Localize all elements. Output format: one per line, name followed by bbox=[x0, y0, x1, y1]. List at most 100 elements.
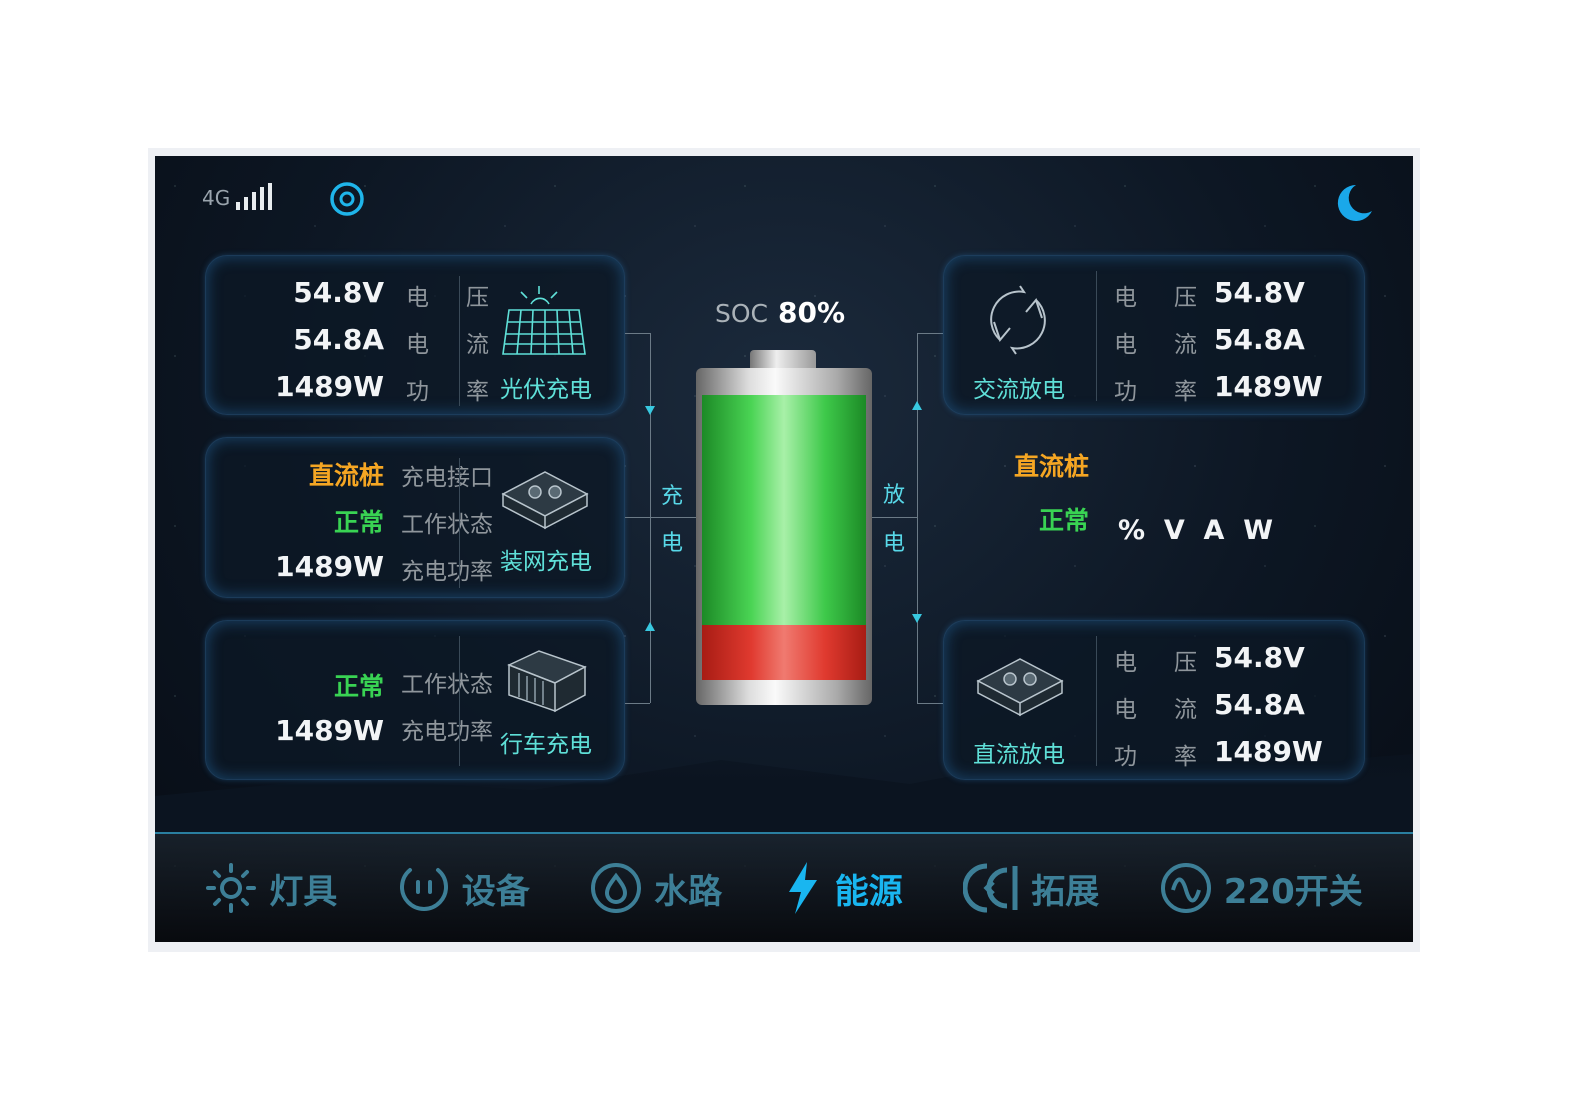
current-label: 流 bbox=[1174, 697, 1197, 723]
solar-panel-icon bbox=[502, 286, 586, 355]
dc-pile-status: 正常 bbox=[1038, 506, 1089, 535]
ac-discharge-panel[interactable]: 交流放电 电 压 54.8V 电 流 54.8A 功 率 1489W bbox=[943, 255, 1365, 415]
soc-value: 80% bbox=[778, 296, 846, 329]
panel-title: 交流放电 bbox=[973, 377, 1065, 403]
signal-icon bbox=[236, 183, 273, 210]
power-label: 率 bbox=[1174, 379, 1197, 405]
nav-label: 设备 bbox=[461, 871, 530, 912]
nav-label: 水路 bbox=[654, 871, 723, 912]
battery-icon bbox=[696, 350, 872, 705]
current-label: 流 bbox=[1174, 332, 1197, 358]
nav-devices[interactable]: 设备 bbox=[398, 862, 530, 914]
panel-title: 光伏充电 bbox=[500, 377, 592, 403]
nav-label: 能源 bbox=[834, 871, 903, 912]
nav-label: 拓展 bbox=[1031, 871, 1100, 912]
connector-line bbox=[650, 333, 651, 703]
nav-label: 220开关 bbox=[1223, 871, 1363, 912]
voltage-value: 54.8V bbox=[1214, 641, 1305, 674]
ac-wave-icon bbox=[1160, 863, 1211, 913]
nav-lights[interactable]: 灯具 bbox=[205, 862, 337, 914]
charger-box-icon bbox=[501, 471, 589, 530]
charge-label: 电 bbox=[661, 531, 684, 556]
dc-discharge-panel[interactable]: 直流放电 电 压 54.8V 电 流 54.8A 功 率 1489W bbox=[943, 620, 1365, 780]
nav-220-switch[interactable]: 220开关 bbox=[1160, 862, 1363, 914]
connector-line bbox=[917, 333, 943, 334]
voltage-label: 电 bbox=[406, 285, 429, 311]
soc-readout: SOC 80% bbox=[715, 296, 845, 329]
connector-line bbox=[625, 703, 650, 704]
current-label: 电 bbox=[1114, 332, 1137, 358]
voltage-label: 电 bbox=[1114, 285, 1137, 311]
voltage-label: 压 bbox=[466, 285, 489, 311]
power-label: 充电功率 bbox=[401, 719, 493, 745]
driving-charge-panel[interactable]: 正常 工作状态 1489W 充电功率 行车充电 bbox=[205, 620, 625, 780]
water-drop-icon bbox=[591, 863, 642, 913]
arrow-down-icon bbox=[645, 406, 655, 415]
arrow-up-icon bbox=[912, 401, 922, 410]
power-label: 率 bbox=[466, 379, 489, 405]
bottom-nav: 灯具 设备 水路 能源 拓展 220开关 bbox=[155, 832, 1413, 942]
current-value: 54.8A bbox=[1214, 323, 1305, 356]
voltage-label: 压 bbox=[1174, 285, 1197, 311]
status-value: 正常 bbox=[333, 672, 384, 701]
divider bbox=[1096, 636, 1097, 766]
discharge-label: 电 bbox=[883, 531, 906, 556]
nav-expand[interactable]: 拓展 bbox=[963, 862, 1099, 914]
current-value: 54.8A bbox=[1214, 688, 1305, 721]
dc-pile-label: 直流桩 bbox=[1013, 452, 1089, 481]
panel-title: 装网充电 bbox=[500, 549, 592, 575]
connector-line bbox=[625, 517, 696, 518]
divider bbox=[459, 276, 460, 406]
power-value: 1489W bbox=[275, 714, 384, 747]
current-label: 流 bbox=[466, 332, 489, 358]
battery-low-zone bbox=[702, 625, 866, 680]
panel-title: 行车充电 bbox=[500, 732, 592, 758]
connector-line bbox=[872, 517, 918, 518]
voltage-label: 电 bbox=[1114, 650, 1137, 676]
charge-label: 充 bbox=[661, 484, 684, 509]
power-label: 功 bbox=[406, 379, 429, 405]
power-label: 功 bbox=[1114, 744, 1137, 770]
sun-icon bbox=[206, 863, 257, 913]
nav-label: 灯具 bbox=[269, 871, 338, 912]
current-value: 54.8A bbox=[293, 323, 384, 356]
battery-charge-fill bbox=[702, 395, 866, 625]
voltage-label: 压 bbox=[1174, 650, 1197, 676]
panel-title: 直流放电 bbox=[973, 742, 1065, 768]
status-label: 工作状态 bbox=[401, 672, 493, 698]
voltage-value: 54.8V bbox=[293, 276, 384, 309]
power-value: 1489W bbox=[275, 370, 384, 403]
current-label: 电 bbox=[406, 332, 429, 358]
alternator-icon bbox=[507, 650, 587, 713]
interface-label: 充电接口 bbox=[401, 465, 493, 491]
connector-line bbox=[625, 333, 650, 334]
power-value: 1489W bbox=[1214, 370, 1323, 403]
power-socket-icon bbox=[399, 868, 448, 911]
status-value: 正常 bbox=[333, 508, 384, 537]
power-label: 充电功率 bbox=[401, 559, 493, 585]
current-label: 电 bbox=[1114, 697, 1137, 723]
power-value: 1489W bbox=[275, 550, 384, 583]
moon-icon[interactable] bbox=[1330, 181, 1374, 225]
dc-pile-units: % V A W bbox=[1118, 515, 1274, 546]
power-label: 功 bbox=[1114, 379, 1137, 405]
soc-label: SOC bbox=[715, 299, 769, 328]
divider bbox=[1096, 271, 1097, 401]
power-label: 率 bbox=[1174, 744, 1197, 770]
battery-cap bbox=[750, 350, 816, 370]
nav-water[interactable]: 水路 bbox=[590, 862, 722, 914]
solar-charge-panel[interactable]: 54.8V 电 压 54.8A 电 流 1489W 功 率 光伏充电 bbox=[205, 255, 625, 415]
connector-line bbox=[917, 703, 943, 704]
voltage-value: 54.8V bbox=[1214, 276, 1305, 309]
nav-energy[interactable]: 能源 bbox=[783, 860, 903, 916]
divider bbox=[459, 636, 460, 766]
lightning-icon bbox=[788, 862, 817, 914]
target-icon[interactable] bbox=[329, 181, 365, 217]
screen: 4G 54.8V 电 压 54.8A 电 流 1489W 功 率 光伏充电 直流… bbox=[155, 156, 1413, 942]
grid-charge-panel[interactable]: 直流桩 充电接口 正常 工作状态 1489W 充电功率 装网充电 bbox=[205, 437, 625, 598]
network-type: 4G bbox=[202, 186, 231, 210]
arrow-down-icon bbox=[912, 614, 922, 623]
expand-icon bbox=[963, 863, 1018, 913]
connector-line bbox=[917, 333, 918, 703]
status-label: 工作状态 bbox=[401, 512, 493, 538]
